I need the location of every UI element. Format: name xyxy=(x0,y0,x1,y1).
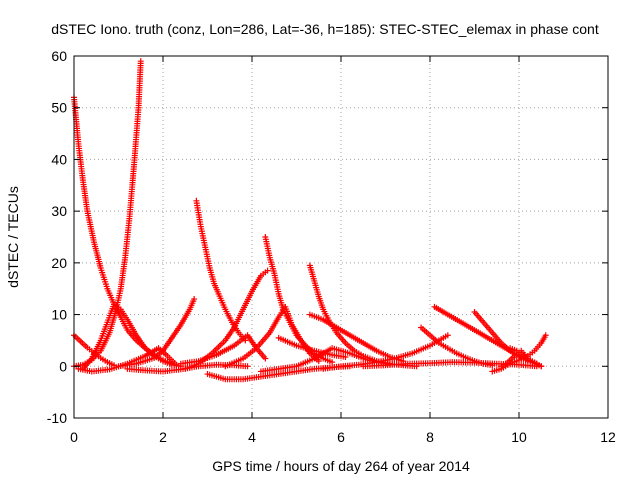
series-arc-20 xyxy=(418,324,496,369)
data-point-markers xyxy=(182,267,271,372)
y-tick-label: 60 xyxy=(51,48,67,64)
data-point-markers xyxy=(418,324,496,369)
x-tick-label: 4 xyxy=(248,429,256,445)
y-tick-label: 0 xyxy=(59,358,67,374)
y-tick-label: 20 xyxy=(51,255,67,271)
x-tick-label: 2 xyxy=(159,429,167,445)
x-tick-label: 10 xyxy=(511,429,527,445)
y-tick-label: 40 xyxy=(51,151,67,167)
y-tick-label: 10 xyxy=(51,307,67,323)
series-arc-6 xyxy=(115,296,198,370)
grid-lines xyxy=(74,56,608,418)
y-tick-label: 50 xyxy=(51,100,67,116)
data-point-markers xyxy=(257,345,420,375)
data-point-markers xyxy=(115,296,198,370)
x-tick-label: 0 xyxy=(70,429,78,445)
series-arc-25 xyxy=(498,347,545,370)
data-point-markers xyxy=(498,347,545,370)
x-tick-label: 8 xyxy=(426,429,434,445)
data-point-markers xyxy=(71,94,175,367)
series-arc-15 xyxy=(257,345,420,375)
data-points xyxy=(71,58,549,383)
x-tick-label: 6 xyxy=(337,429,345,445)
x-axis-label: GPS time / hours of day 264 of year 2014 xyxy=(212,458,470,474)
chart-title: dSTEC Iono. truth (conz, Lon=286, Lat=-3… xyxy=(51,21,599,37)
y-axis-label: dSTEC / TECUs xyxy=(5,186,21,288)
data-point-markers xyxy=(222,303,322,370)
x-tick-label: 12 xyxy=(600,429,616,445)
y-tick-label: -10 xyxy=(47,410,67,426)
series-arc-13 xyxy=(222,303,322,370)
y-tick-label: 30 xyxy=(51,203,67,219)
series-arc-10 xyxy=(182,267,271,372)
series-arc-1 xyxy=(71,94,175,367)
